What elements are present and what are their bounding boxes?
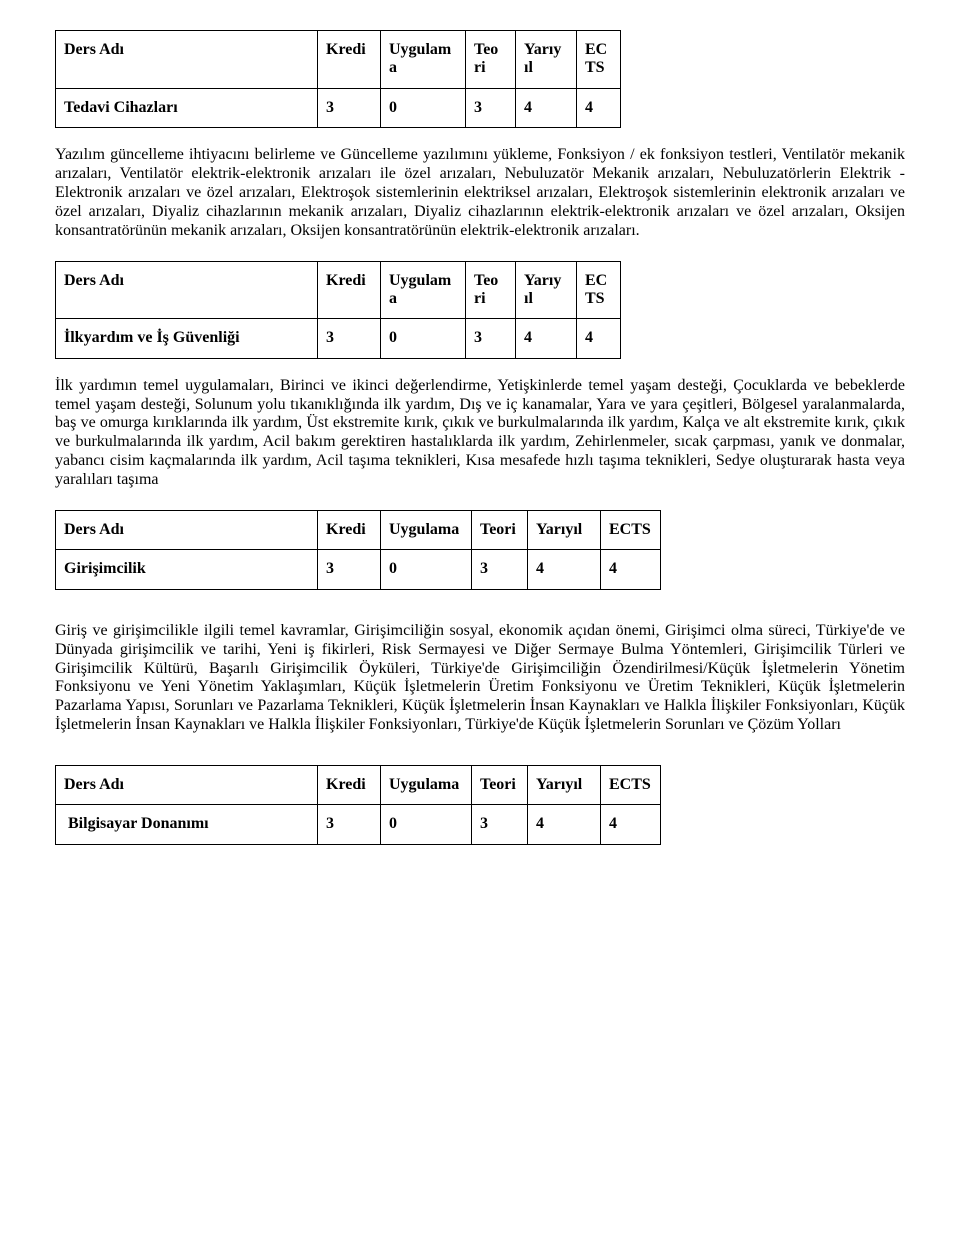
col-yariyil: Yarıyıl (516, 31, 577, 89)
cell-uygulama: 0 (381, 550, 472, 589)
col-ders-adi: Ders Adı (56, 766, 318, 805)
col-teori: Teori (472, 510, 528, 549)
cell-course-name: İlkyardım ve İş Güvenliği (56, 319, 318, 358)
cell-yariyil: 4 (516, 88, 577, 127)
table-header-row: Ders Adı Kredi Uygulama Teori Yarıyıl EC… (56, 766, 661, 805)
col-kredi: Kredi (318, 31, 381, 89)
course-description-2: İlk yardımın temel uygulamaları, Birinci… (55, 377, 905, 490)
col-teori: Teori (466, 261, 516, 319)
cell-ects: 4 (577, 88, 621, 127)
course-table-1: Ders Adı Kredi Uygulama Teori Yarıyıl EC… (55, 30, 621, 128)
course-description-3: Giriş ve girişimcilikle ilgili temel kav… (55, 622, 905, 735)
table-header-row: Ders Adı Kredi Uygulama Teori Yarıyıl EC… (56, 510, 661, 549)
cell-kredi: 3 (318, 550, 381, 589)
cell-course-name: Girişimcilik (56, 550, 318, 589)
cell-ects: 4 (601, 550, 661, 589)
course-description-1: Yazılım güncelleme ihtiyacını belirleme … (55, 146, 905, 240)
cell-teori: 3 (472, 550, 528, 589)
cell-kredi: 3 (318, 319, 381, 358)
col-ders-adi: Ders Adı (56, 510, 318, 549)
table-row: Tedavi Cihazları 3 0 3 4 4 (56, 88, 621, 127)
col-uygulama: Uygulama (381, 31, 466, 89)
col-kredi: Kredi (318, 766, 381, 805)
col-teori: Teori (472, 766, 528, 805)
cell-course-name: Bilgisayar Donanımı (56, 805, 318, 844)
cell-teori: 3 (472, 805, 528, 844)
col-teori: Teori (466, 31, 516, 89)
col-ders-adi: Ders Adı (56, 31, 318, 89)
cell-uygulama: 0 (381, 88, 466, 127)
col-ders-adi: Ders Adı (56, 261, 318, 319)
cell-yariyil: 4 (528, 805, 601, 844)
table-row: İlkyardım ve İş Güvenliği 3 0 3 4 4 (56, 319, 621, 358)
cell-yariyil: 4 (528, 550, 601, 589)
cell-kredi: 3 (318, 88, 381, 127)
col-ects: ECTS (601, 510, 661, 549)
course-table-3: Ders Adı Kredi Uygulama Teori Yarıyıl EC… (55, 510, 661, 590)
cell-ects: 4 (577, 319, 621, 358)
col-ects: ECTS (577, 31, 621, 89)
cell-kredi: 3 (318, 805, 381, 844)
course-table-2: Ders Adı Kredi Uygulama Teori Yarıyıl EC… (55, 261, 621, 359)
cell-uygulama: 0 (381, 319, 466, 358)
col-uygulama: Uygulama (381, 510, 472, 549)
cell-teori: 3 (466, 88, 516, 127)
col-uygulama: Uygulama (381, 766, 472, 805)
cell-teori: 3 (466, 319, 516, 358)
table-header-row: Ders Adı Kredi Uygulama Teori Yarıyıl EC… (56, 31, 621, 89)
col-yariyil: Yarıyıl (516, 261, 577, 319)
col-uygulama: Uygulama (381, 261, 466, 319)
cell-course-name: Tedavi Cihazları (56, 88, 318, 127)
table-header-row: Ders Adı Kredi Uygulama Teori Yarıyıl EC… (56, 261, 621, 319)
table-row: Girişimcilik 3 0 3 4 4 (56, 550, 661, 589)
col-kredi: Kredi (318, 261, 381, 319)
cell-ects: 4 (601, 805, 661, 844)
col-yariyil: Yarıyıl (528, 510, 601, 549)
cell-uygulama: 0 (381, 805, 472, 844)
col-kredi: Kredi (318, 510, 381, 549)
course-table-4: Ders Adı Kredi Uygulama Teori Yarıyıl EC… (55, 765, 661, 845)
col-yariyil: Yarıyıl (528, 766, 601, 805)
col-ects: ECTS (577, 261, 621, 319)
table-row: Bilgisayar Donanımı 3 0 3 4 4 (56, 805, 661, 844)
cell-yariyil: 4 (516, 319, 577, 358)
col-ects: ECTS (601, 766, 661, 805)
